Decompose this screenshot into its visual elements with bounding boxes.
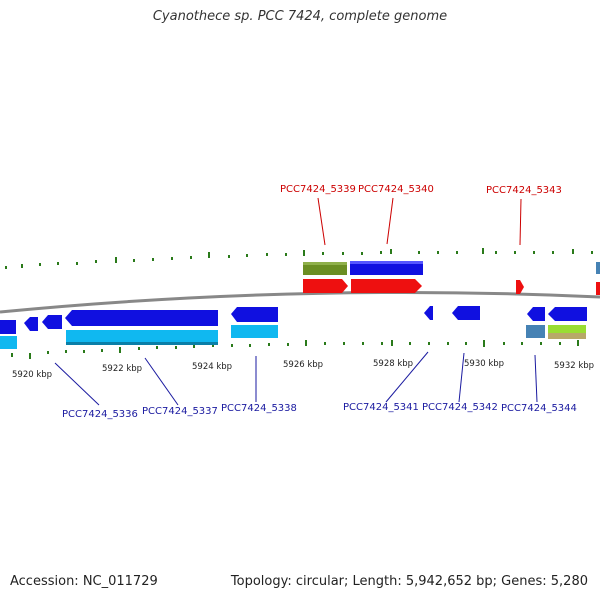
reverse-strand-genes [0, 306, 587, 349]
gene-label-5342[interactable]: PCC7424_5342 [422, 402, 498, 413]
gene-steel-block[interactable] [526, 325, 545, 338]
gene-red-arrow-5343[interactable] [516, 280, 524, 294]
gene-red-arrow-5339[interactable] [303, 279, 348, 293]
gene-khaki-block[interactable] [548, 333, 586, 339]
gene-blue-arrow-c[interactable] [42, 315, 62, 329]
forward-strand-genes [303, 261, 600, 295]
gene-cyan-block-5337[interactable] [66, 330, 218, 345]
axis-tick-labels: 5920 kbp 5922 kbp 5924 kbp 5926 kbp 5928… [12, 359, 594, 380]
gene-red-arrow-5340[interactable] [351, 279, 422, 293]
gene-label-5339[interactable]: PCC7424_5339 [280, 184, 356, 195]
top-leader-lines [317, 197, 522, 246]
bottom-gene-labels: PCC7424_5336 PCC7424_5337 PCC7424_5338 P… [62, 402, 577, 420]
gene-blue-arrow-5344[interactable] [548, 307, 587, 321]
tick-label-5932: 5932 kbp [554, 361, 594, 371]
gene-steel-edge [596, 262, 600, 274]
gene-cyan-block-a[interactable] [0, 336, 17, 349]
gene-label-5344[interactable]: PCC7424_5344 [501, 403, 577, 414]
gene-blue-arrow-5336[interactable] [65, 310, 218, 326]
tick-label-5922: 5922 kbp [102, 364, 142, 374]
map-title: Cyanothece sp. PCC 7424, complete genome [152, 9, 448, 24]
top-gene-labels: PCC7424_5339 PCC7424_5340 PCC7424_5343 [280, 184, 562, 196]
bottom-leader-lines [54, 351, 538, 406]
genome-backbone [0, 290, 600, 314]
gene-red-edge[interactable] [596, 282, 600, 295]
gene-blue-arrow-d[interactable] [527, 307, 545, 321]
gene-lime-block[interactable] [548, 325, 586, 333]
gene-blue-arrow-5342[interactable] [452, 306, 480, 320]
tick-label-5926: 5926 kbp [283, 360, 323, 370]
tick-label-5928: 5928 kbp [373, 359, 413, 369]
gene-blue-block-5340[interactable] [350, 261, 423, 275]
gene-label-5340[interactable]: PCC7424_5340 [358, 184, 434, 195]
genome-summary-text: Topology: circular; Length: 5,942,652 bp… [230, 574, 588, 589]
upper-tick-row [5, 248, 593, 269]
gene-label-5337[interactable]: PCC7424_5337 [142, 406, 218, 417]
gene-blue-arrow-5341[interactable] [424, 306, 433, 320]
gene-blue-arrow-b[interactable] [24, 317, 38, 331]
gene-cyan-block-5337-shade [66, 342, 218, 345]
tick-label-5924: 5924 kbp [192, 362, 232, 372]
tick-label-5920: 5920 kbp [12, 370, 52, 380]
tick-label-5930: 5930 kbp [464, 359, 504, 369]
gene-label-5338[interactable]: PCC7424_5338 [221, 403, 297, 414]
gene-label-5343[interactable]: PCC7424_5343 [486, 185, 562, 196]
gene-olive-highlight [303, 262, 347, 265]
gene-cyan-block-b[interactable] [231, 325, 278, 338]
gene-blue-arrow-a[interactable] [0, 320, 16, 334]
gene-label-5341[interactable]: PCC7424_5341 [343, 402, 419, 413]
gene-olive-block[interactable] [303, 262, 347, 275]
gene-blue-block-5340-highlight [350, 261, 423, 264]
accession-text: Accession: NC_011729 [10, 574, 158, 589]
gene-blue-arrow-5338[interactable] [231, 307, 278, 322]
gene-label-5336[interactable]: PCC7424_5336 [62, 409, 138, 420]
